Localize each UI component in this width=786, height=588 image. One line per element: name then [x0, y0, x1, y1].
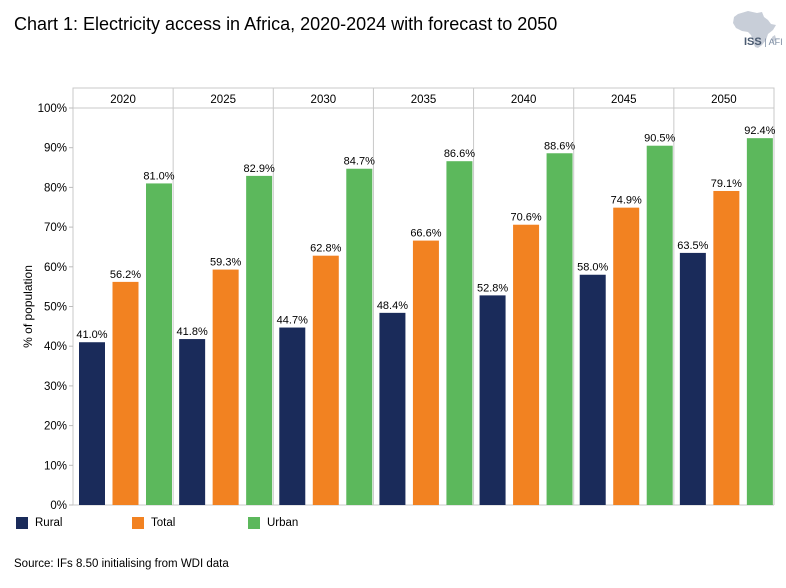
bar-urban	[646, 145, 673, 505]
legend-label-rural: Rural	[35, 517, 63, 529]
bar-total	[412, 240, 439, 505]
y-tick-label: 90%	[44, 143, 67, 155]
category-label: 2040	[511, 94, 537, 106]
category-label: 2025	[210, 94, 236, 106]
data-label-rural: 63.5%	[677, 240, 708, 252]
source-note: Source: IFs 8.50 initialising from WDI d…	[14, 558, 229, 570]
bar-urban	[246, 175, 273, 505]
bar-rural	[379, 312, 406, 505]
logo-sub: AFI	[768, 37, 783, 47]
logo-main: ISS	[744, 36, 762, 48]
bar-total	[513, 224, 540, 505]
category-header-band	[72, 87, 775, 109]
bar-urban	[446, 161, 473, 505]
y-tick-label: 0%	[50, 500, 67, 512]
data-label-urban: 86.6%	[444, 148, 475, 160]
data-label-urban: 81.0%	[143, 170, 174, 182]
y-tick-label: 60%	[44, 262, 67, 274]
data-label-total: 74.9%	[611, 195, 642, 207]
category-label: 2030	[311, 94, 337, 106]
data-label-total: 79.1%	[711, 178, 742, 190]
data-label-total: 62.8%	[310, 243, 341, 255]
data-label-rural: 58.0%	[577, 262, 608, 274]
data-label-rural: 41.0%	[76, 329, 107, 341]
y-tick-label: 80%	[44, 182, 67, 194]
legend-label-total: Total	[151, 517, 176, 529]
data-label-rural: 41.8%	[177, 326, 208, 338]
category-label: 2045	[611, 94, 637, 106]
bar-rural	[479, 295, 506, 505]
data-label-urban: 88.6%	[544, 140, 575, 152]
data-label-urban: 82.9%	[244, 163, 275, 175]
bar-rural	[179, 339, 206, 505]
data-label-rural: 52.8%	[477, 282, 508, 294]
data-label-urban: 84.7%	[344, 156, 375, 168]
y-tick-label: 70%	[44, 222, 67, 234]
category-label: 2035	[411, 94, 437, 106]
y-tick-label: 20%	[44, 421, 67, 433]
y-tick-label: 40%	[44, 341, 67, 353]
bar-total	[112, 281, 139, 505]
y-tick-label: 10%	[44, 460, 67, 472]
data-label-rural: 48.4%	[377, 300, 408, 312]
data-label-total: 56.2%	[110, 269, 141, 281]
legend-swatch-rural	[16, 517, 28, 529]
data-label-total: 66.6%	[410, 228, 441, 240]
logo-text: ISS | AFI	[744, 36, 783, 48]
data-label-urban: 90.5%	[644, 133, 675, 145]
africa-map-icon	[733, 11, 776, 48]
bar-total	[613, 207, 640, 505]
category-label: 2020	[110, 94, 136, 106]
bar-urban	[546, 153, 573, 505]
data-label-rural: 44.7%	[277, 315, 308, 327]
y-tick-label: 30%	[44, 381, 67, 393]
bar-urban	[146, 183, 172, 505]
y-tick-label: 100%	[38, 103, 67, 115]
bar-rural	[579, 274, 606, 505]
data-label-urban: 92.4%	[744, 125, 775, 137]
bar-rural	[679, 252, 706, 505]
bar-total	[312, 255, 339, 505]
bar-total	[212, 269, 239, 505]
legend-swatch-urban	[248, 517, 260, 529]
bar-total	[713, 190, 740, 505]
bar-rural	[279, 327, 306, 505]
chart-title: Chart 1: Electricity access in Africa, 2…	[14, 14, 558, 34]
data-label-total: 70.6%	[510, 212, 541, 224]
data-label-total: 59.3%	[210, 257, 241, 269]
y-tick-label: 50%	[44, 302, 67, 314]
bar-rural	[79, 342, 105, 505]
bar-urban	[346, 168, 373, 505]
legend-label-urban: Urban	[267, 517, 299, 529]
bar-urban	[746, 138, 773, 505]
y-axis-label: % of population	[21, 265, 35, 348]
legend-swatch-total	[132, 517, 144, 529]
category-label: 2050	[711, 94, 737, 106]
